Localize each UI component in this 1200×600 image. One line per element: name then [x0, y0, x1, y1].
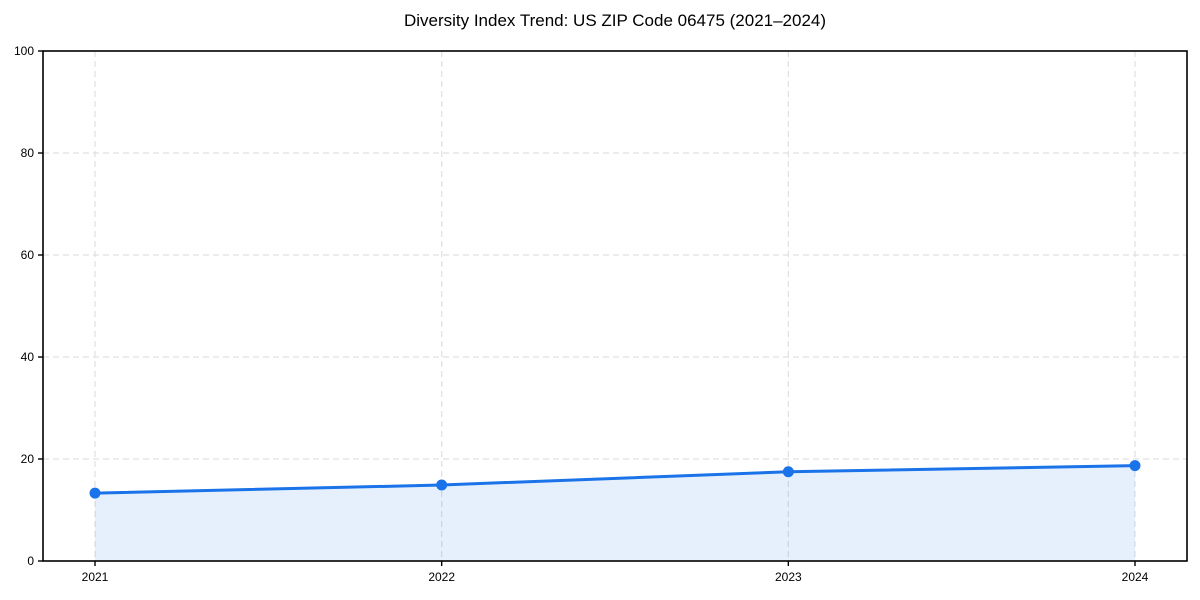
x-tick-label: 2024 — [1122, 570, 1149, 584]
y-tick-label: 0 — [27, 554, 34, 568]
x-tick-label: 2023 — [775, 570, 802, 584]
data-point-2021 — [89, 487, 101, 499]
chart-title: Diversity Index Trend: US ZIP Code 06475… — [403, 11, 827, 30]
area-fill — [95, 465, 1135, 561]
trend-line — [93, 464, 1137, 495]
data-point-2022 — [436, 479, 448, 491]
y-tick-label: 60 — [21, 248, 35, 262]
x-tick-label: 2022 — [428, 570, 455, 584]
y-tick-label: 20 — [21, 452, 35, 466]
data-point-2024 — [1129, 460, 1141, 472]
plot-border — [42, 50, 1188, 562]
y-tick-label: 100 — [14, 44, 34, 58]
y-tick-label: 80 — [21, 146, 35, 160]
y-tick-label: 40 — [21, 350, 35, 364]
data-point-2023 — [782, 466, 794, 478]
x-tick-label: 2021 — [82, 570, 109, 584]
